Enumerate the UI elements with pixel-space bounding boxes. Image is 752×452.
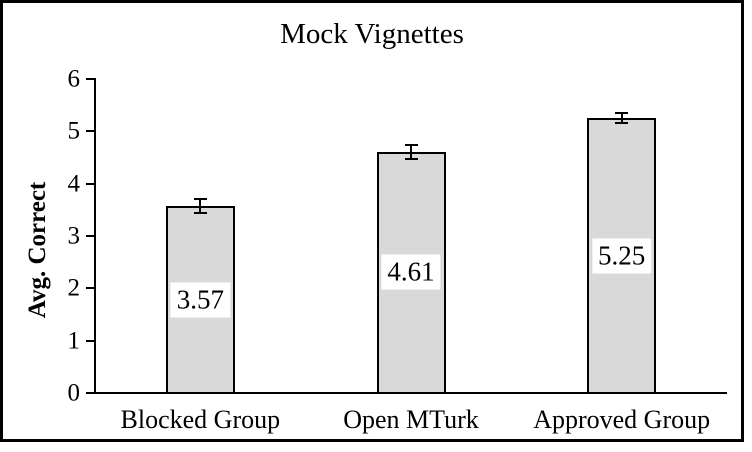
y-axis-line — [94, 78, 96, 394]
bar-data-label: 5.25 — [592, 238, 652, 274]
error-bar-line — [620, 113, 623, 124]
error-bar-cap-top — [615, 112, 629, 115]
error-bar-line — [199, 198, 202, 214]
y-axis-tick — [86, 235, 95, 237]
chart-title: Mock Vignettes — [280, 18, 464, 50]
x-axis-category-label: Blocked Group — [120, 405, 281, 434]
y-tick-label: 5 — [67, 117, 81, 145]
x-axis-category-label: Open MTurk — [343, 405, 479, 434]
error-bar-cap-bottom — [615, 122, 629, 125]
error-bar-cap-bottom — [404, 157, 418, 160]
error-bar-cap-top — [404, 143, 418, 146]
y-axis-tick — [86, 287, 95, 290]
y-axis-tick — [86, 182, 95, 185]
y-tick-label: 1 — [67, 327, 81, 355]
bar-data-label: 4.61 — [381, 254, 441, 290]
y-tick-label: 6 — [67, 65, 81, 93]
y-axis-tick — [86, 78, 95, 80]
y-tick-label: 4 — [67, 170, 81, 198]
error-bar-cap-bottom — [193, 212, 207, 215]
y-axis-tick — [86, 339, 95, 342]
error-bar-cap-top — [193, 197, 207, 200]
bar-data-label: 3.57 — [170, 282, 230, 318]
error-bar-line — [410, 144, 412, 159]
y-tick-label: 3 — [67, 222, 81, 250]
y-axis-tick — [86, 392, 95, 394]
y-axis-tick — [86, 130, 95, 133]
y-tick-label: 2 — [67, 274, 81, 302]
x-axis-category-label: Approved Group — [533, 405, 711, 434]
y-tick-label: 0 — [67, 379, 81, 407]
chart-figure: Mock Vignettes Avg. Correct 0 1 2 3 4 5 6 3.57 B… — [24, 18, 727, 434]
